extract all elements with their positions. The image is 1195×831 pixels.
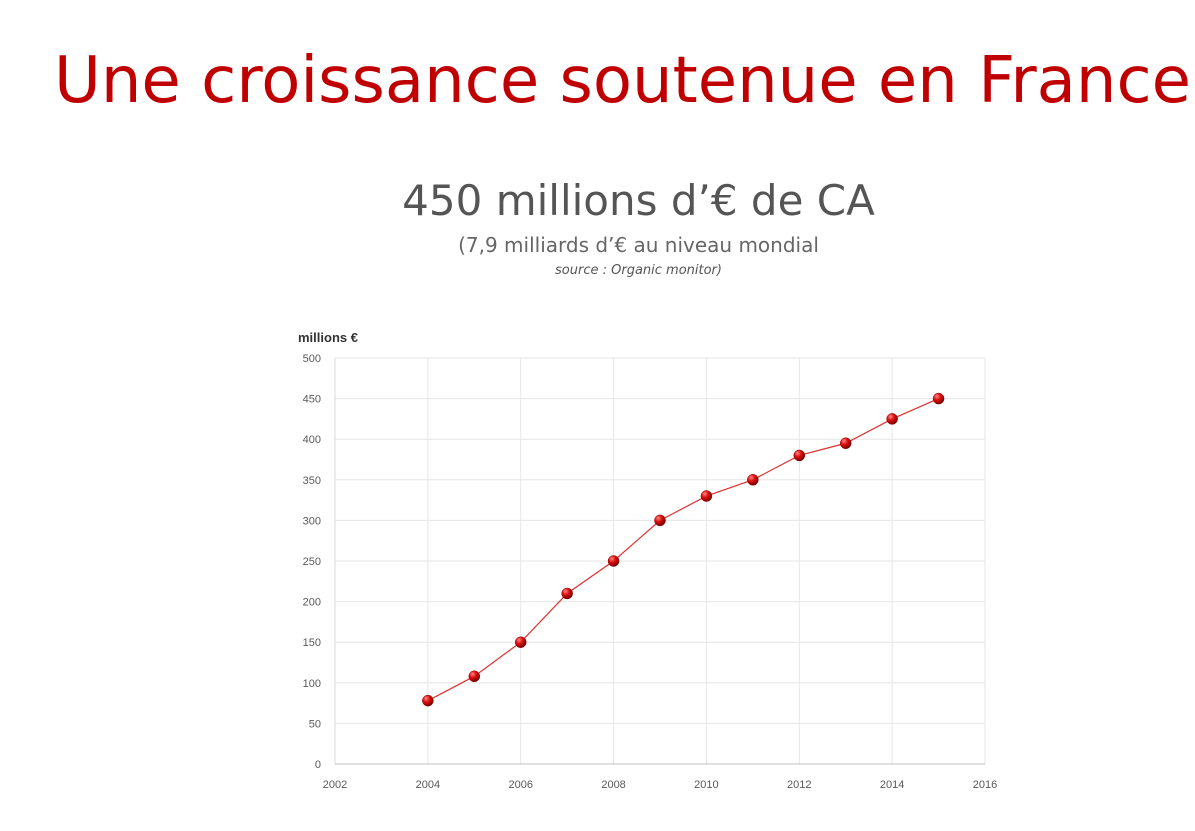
- x-tick-label: 2004: [416, 779, 440, 791]
- data-point: [747, 474, 759, 486]
- data-point: [561, 587, 573, 600]
- y-tick-label: 350: [303, 475, 321, 487]
- source-note: source : Organic monitor): [555, 263, 722, 278]
- subline: (7,9 milliards d’€ au niveau mondial: [458, 233, 819, 257]
- x-tick-label: 2012: [787, 779, 811, 791]
- data-point: [886, 413, 898, 425]
- x-tick-label: 2008: [601, 779, 625, 791]
- data-point: [839, 437, 852, 450]
- y-tick-label: 300: [303, 515, 321, 527]
- data-point: [607, 555, 620, 567]
- data-point: [468, 670, 481, 683]
- y-tick-label: 450: [303, 394, 321, 406]
- y-tick-label: 0: [315, 759, 321, 771]
- data-point: [514, 636, 527, 648]
- y-tick-label: 150: [303, 637, 321, 649]
- x-tick-label: 2006: [508, 779, 532, 791]
- y-tick-label: 400: [303, 434, 321, 446]
- axes: 0 50 100 150 200 250 300 350 400 450 500 2002 2004 20…: [303, 353, 998, 791]
- y-tick-label: 50: [309, 718, 321, 730]
- x-tick-label: 2016: [973, 779, 997, 791]
- slide-title: Une croissance soutenue en France: [54, 44, 1191, 118]
- y-tick-label: 100: [303, 678, 321, 690]
- headline: 450 millions d’€ de CA: [402, 176, 875, 225]
- data-point: [654, 514, 666, 527]
- data-point: [422, 694, 434, 707]
- y-axis-label: millions €: [298, 330, 358, 345]
- x-tick-label: 2010: [694, 779, 718, 791]
- x-tick-label: 2002: [323, 779, 347, 791]
- y-tick-label: 200: [303, 597, 321, 609]
- line-chart: 0 50 100 150 200 250 300 350 400 450 500 2002 2004 20…: [298, 330, 998, 791]
- data-point: [932, 392, 945, 405]
- series-line: [427, 398, 939, 702]
- data-point: [793, 449, 806, 462]
- y-tick-label: 500: [303, 353, 321, 365]
- x-tick-label: 2014: [880, 779, 904, 791]
- data-point: [700, 490, 713, 502]
- y-tick-label: 250: [303, 556, 321, 568]
- series: [422, 392, 945, 707]
